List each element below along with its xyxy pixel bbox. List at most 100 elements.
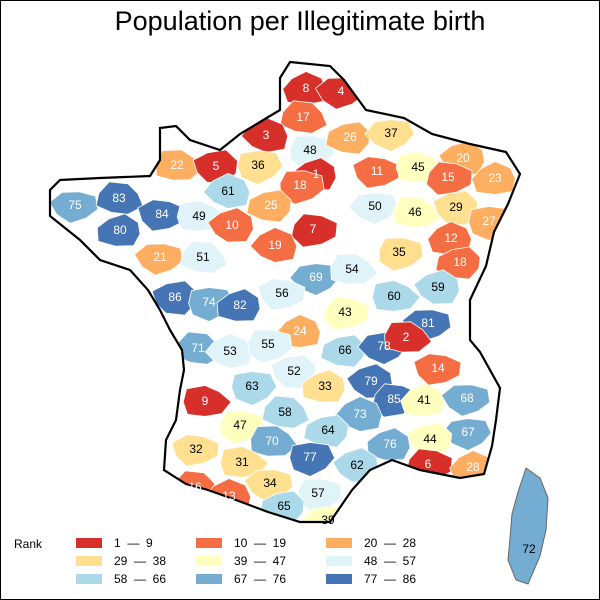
- department-region: [204, 333, 253, 369]
- legend-label: 67 — 76: [234, 572, 287, 586]
- department-region: [290, 213, 338, 248]
- legend-swatch: [326, 556, 352, 566]
- department-rank-label: 32: [189, 442, 203, 456]
- department-rank-label: 50: [368, 199, 382, 213]
- department-region: [413, 269, 460, 305]
- department-region: [432, 190, 479, 226]
- department-rank-label: 85: [387, 392, 401, 406]
- department-rank-label: 46: [408, 205, 422, 219]
- department-region: [279, 100, 328, 134]
- department-rank-label: 25: [264, 198, 278, 212]
- department-rank-label: 81: [421, 316, 435, 330]
- department-rank-label: 61: [221, 184, 235, 198]
- department-rank-label: 58: [278, 405, 292, 419]
- department-rank-label: 53: [223, 344, 237, 358]
- department-rank-label: 75: [68, 198, 82, 212]
- france-outline: [48, 60, 522, 524]
- department-rank-label: 16: [188, 480, 202, 494]
- legend-item: 58 — 66: [76, 572, 166, 586]
- department-rank-label: 19: [268, 238, 282, 252]
- legend-swatch: [76, 574, 102, 584]
- department-rank-label: 41: [417, 393, 431, 407]
- department-region: [202, 173, 251, 209]
- department-region: [179, 240, 228, 274]
- legend-item: 67 — 76: [196, 572, 286, 586]
- legend-swatch: [76, 538, 102, 548]
- department-region: [207, 207, 254, 243]
- map-title: Population per Illegitimate birth: [114, 6, 486, 36]
- department-region: [257, 278, 306, 311]
- department-rank-label: 2: [403, 330, 410, 344]
- legend-swatch: [326, 574, 352, 584]
- department-region: [435, 246, 481, 280]
- department-rank-label: 11: [371, 164, 384, 178]
- department-region: [366, 427, 411, 461]
- department-rank-label: 10: [225, 218, 239, 232]
- department-rank-label: 56: [275, 286, 289, 300]
- department-rank-label: 5: [213, 159, 220, 173]
- department-rank-label: 70: [265, 434, 279, 448]
- legend-item: 1 — 9: [76, 536, 153, 550]
- department-rank-label: 68: [460, 391, 474, 405]
- department-rank-label: 14: [431, 361, 445, 375]
- legend-label: 77 — 86: [364, 572, 417, 586]
- department-rank-label: 21: [153, 250, 167, 264]
- department-rank-label: 71: [191, 341, 205, 355]
- department-region: [322, 296, 370, 331]
- legend-label: 58 — 66: [114, 572, 167, 586]
- department-region: [289, 442, 336, 477]
- legend-label: 48 — 57: [364, 554, 417, 568]
- department-rank-label: 24: [293, 324, 307, 338]
- legend-swatch: [196, 538, 222, 548]
- department-region: [325, 121, 371, 155]
- department-rank-label: 35: [392, 245, 406, 259]
- department-rank-label: 54: [345, 262, 359, 276]
- department-rank-label: 82: [233, 298, 247, 312]
- department-region: [330, 253, 379, 285]
- department-rank-label: 4: [338, 84, 345, 98]
- department-rank-label: 13: [222, 489, 236, 503]
- department-rank-label: 69: [309, 270, 323, 284]
- department-region: [301, 369, 346, 403]
- department-region: [440, 384, 491, 417]
- department-region: [393, 196, 442, 228]
- department-rank-label: 6: [425, 457, 432, 471]
- department-rank-label: 83: [112, 191, 126, 205]
- department-region: [282, 71, 327, 105]
- department-rank-label: 22: [170, 158, 184, 172]
- department-region: [364, 119, 415, 152]
- department-rank-label: 9: [202, 394, 209, 408]
- department-rank-label: 64: [321, 423, 335, 437]
- department-region: [96, 213, 141, 247]
- department-rank-label: 23: [488, 171, 502, 185]
- department-rank-label: 79: [364, 374, 378, 388]
- legend-item: 20 — 28: [326, 536, 416, 550]
- legend-item: 48 — 57: [326, 554, 416, 568]
- department-region: [352, 156, 401, 189]
- department-rank-label: 8: [303, 81, 310, 95]
- department-region: [378, 237, 424, 272]
- department-rank-label: 63: [245, 379, 259, 393]
- department-rank-label: 28: [466, 460, 480, 474]
- department-rank-label: 44: [423, 432, 437, 446]
- department-region: [249, 227, 298, 263]
- department-region: [250, 425, 299, 457]
- legend-label: 10 — 19: [234, 536, 287, 550]
- department-rank-label: 60: [387, 289, 401, 303]
- department-rank-label: 65: [277, 499, 291, 513]
- department-region: [400, 383, 445, 417]
- legend-item: 77 — 86: [326, 572, 416, 586]
- department-rank-label: 33: [318, 379, 332, 393]
- department-region: [471, 161, 516, 195]
- department-regions: [50, 71, 516, 522]
- department-rank-label: 59: [431, 280, 445, 294]
- legend-item: 39 — 47: [196, 554, 286, 568]
- department-region: [348, 192, 399, 225]
- department-rank-label: 66: [338, 343, 352, 357]
- legend-label: 1 — 9: [114, 536, 153, 550]
- department-rank-label: 34: [263, 476, 277, 490]
- department-region: [246, 189, 292, 223]
- department-rank-label: 80: [113, 223, 127, 237]
- department-rank-label: 37: [384, 126, 398, 140]
